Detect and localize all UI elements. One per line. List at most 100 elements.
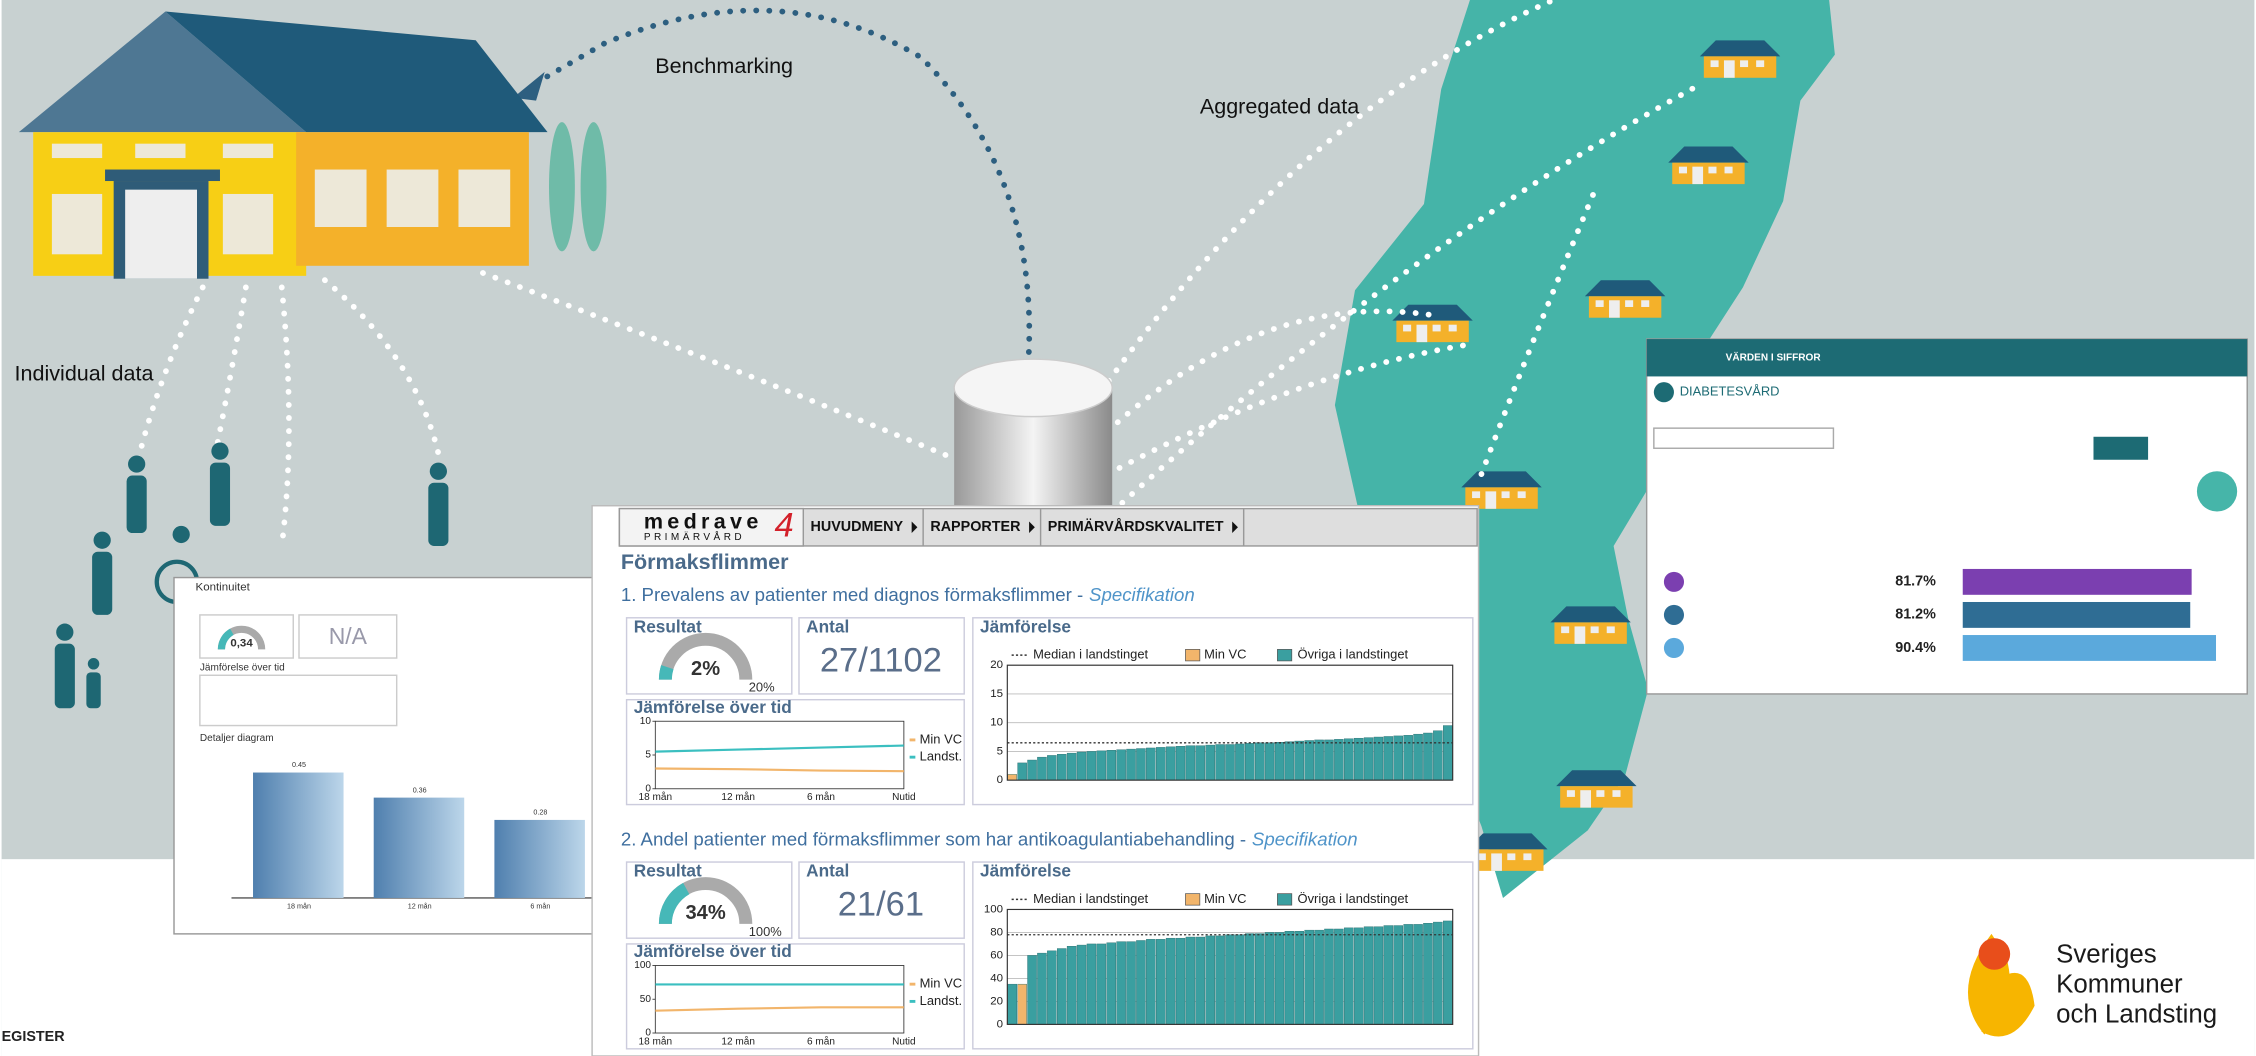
bar [1107, 750, 1116, 780]
bar [1404, 924, 1413, 1024]
bar [1255, 743, 1264, 780]
label: Nutid [892, 1036, 915, 1047]
bar [1087, 751, 1096, 780]
rect [127, 476, 147, 533]
bar [1037, 953, 1046, 1024]
label: Övriga i landstinget [1298, 891, 1409, 906]
bar [1186, 746, 1195, 780]
bar [1136, 940, 1145, 1024]
spec-link[interactable]: Specifikation [1252, 828, 1358, 849]
bar [1216, 745, 1225, 781]
label: 18 mån [639, 791, 673, 803]
menu-item[interactable]: PRIMÄRVÅRDSKVALITET [1048, 518, 1224, 535]
bar [1315, 930, 1324, 1024]
label: Förmaksflimmer [621, 549, 789, 574]
bar [1963, 602, 2190, 628]
label: medrave [644, 509, 763, 534]
circle [88, 658, 99, 669]
ellipse [549, 122, 575, 251]
label: 2% [691, 658, 720, 680]
label: 10 [640, 716, 652, 727]
label: 12 mån [721, 791, 755, 803]
bar [1067, 946, 1076, 1024]
bar [1146, 939, 1155, 1024]
bar [1963, 635, 2216, 661]
bar [1186, 937, 1195, 1024]
circle [211, 443, 228, 460]
box [200, 615, 293, 658]
spec-link[interactable]: Specifikation [1089, 584, 1195, 605]
medrave-panel: medrave 4 PRIMÄRVÅRD HUVUDMENY RAPPORTER PRIM… [592, 506, 1478, 1056]
label: 15 [990, 688, 1003, 700]
label: Jämförelse [980, 616, 1071, 636]
bar [1156, 939, 1165, 1024]
label: 60 [990, 949, 1003, 961]
circle [430, 463, 447, 480]
legend-swatch [1185, 894, 1199, 905]
label: Min VC [1204, 891, 1246, 906]
use [1556, 770, 1636, 808]
rect [52, 194, 102, 254]
label: 80 [990, 926, 1003, 938]
use [1550, 606, 1630, 644]
label: PRIMÄRVÅRD [644, 530, 745, 543]
label: 100 [634, 960, 651, 971]
circle [94, 532, 111, 549]
back-button[interactable] [1654, 382, 1674, 402]
bar [1097, 751, 1106, 780]
bar [1364, 927, 1373, 1025]
bar [1176, 746, 1185, 780]
label: Min VC [920, 976, 962, 991]
bar [1235, 935, 1244, 1025]
bar [1305, 740, 1314, 780]
bar [1423, 733, 1432, 780]
legend-swatch [1277, 894, 1291, 905]
label: 4 [775, 506, 794, 544]
label: 90.4% [1895, 640, 1936, 656]
bar [1235, 744, 1244, 780]
rect [223, 194, 273, 254]
bar [1324, 740, 1333, 780]
label: 0.28 [533, 809, 547, 817]
label: 50 [640, 994, 652, 1005]
bar [374, 798, 465, 898]
annotation: Benchmarking [655, 53, 793, 78]
box [200, 675, 397, 725]
label: Detaljer diagram [200, 733, 274, 744]
bar [1057, 949, 1066, 1025]
footer-fragment: EGISTER [2, 1029, 66, 1045]
label: 20 [990, 995, 1003, 1007]
label: 0 [997, 1018, 1003, 1030]
bar [1414, 734, 1423, 780]
bar [1216, 936, 1225, 1025]
label: 34% [685, 902, 725, 924]
label: DIABETESVÅRD [1680, 384, 1780, 399]
logo-text: och Landsting [2056, 1001, 2217, 1029]
rect [428, 483, 448, 546]
rect [315, 170, 367, 227]
use [1668, 147, 1748, 185]
ellipse [581, 122, 607, 251]
label: Landst. [920, 749, 962, 764]
rect [458, 170, 510, 227]
menu-item[interactable]: HUVUDMENY [810, 519, 903, 535]
bar [1255, 934, 1264, 1025]
use [1585, 280, 1665, 318]
bar [1206, 745, 1215, 780]
database [954, 359, 1112, 517]
bar [1334, 739, 1343, 780]
label: Median i landstinget [1033, 647, 1148, 662]
bar [1156, 747, 1165, 780]
bar [1146, 748, 1155, 780]
bar [1414, 924, 1423, 1024]
menu-item[interactable]: RAPPORTER [930, 519, 1021, 535]
label: VÄRDEN I SIFFROR [1726, 350, 1822, 363]
bar [1028, 760, 1037, 780]
bar [1443, 726, 1452, 781]
circle [128, 455, 145, 472]
annotation: Individual data [15, 361, 154, 386]
info-icon[interactable] [2197, 471, 2237, 511]
page: Benchmarking Aggregated data Individual … [0, 0, 2256, 1056]
button[interactable] [2093, 437, 2148, 460]
row-icon [1664, 605, 1684, 625]
